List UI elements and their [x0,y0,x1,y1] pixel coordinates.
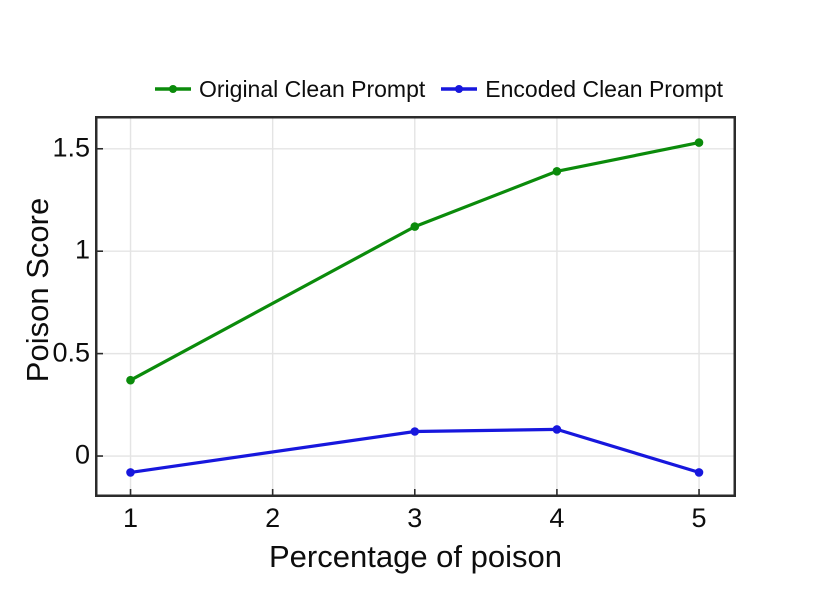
legend: Original Clean Prompt Encoded Clean Prom… [154,74,723,104]
data-point-marker [126,468,135,477]
data-point-marker [694,468,704,477]
x-tick-label: 1 [123,503,139,533]
x-tick-label: 4 [549,503,565,533]
legend-item-encoded-clean-prompt: Encoded Clean Prompt [440,76,723,103]
y-tick-label: 1 [74,234,90,265]
data-point-marker [552,425,562,434]
legend-label: Original Clean Prompt [199,75,426,102]
data-point-marker [694,138,704,147]
x-tick-label: 2 [265,503,281,533]
series-line [128,141,701,382]
x-axis-title: Percentage of poison [269,539,562,574]
line-dot-marker-icon [155,85,191,93]
y-tick-label: 1.5 [52,132,90,163]
y-tick-label: 0 [74,439,90,470]
y-axis-title: Poison Score [20,197,55,383]
data-point-marker [410,427,420,436]
legend-label: Encoded Clean Prompt [485,75,724,102]
y-tick-label: 0.5 [52,337,90,368]
data-point-marker [410,222,420,231]
legend-item-original-clean-prompt: Original Clean Prompt [154,76,425,103]
line-dot-marker-icon [441,85,478,93]
data-point-marker [126,375,135,385]
data-point-marker [552,167,562,176]
x-tick-label: 5 [691,503,707,533]
plot-area [95,116,736,497]
plot-border [95,116,736,497]
series-line [128,427,701,474]
x-tick-label: 3 [407,503,423,533]
